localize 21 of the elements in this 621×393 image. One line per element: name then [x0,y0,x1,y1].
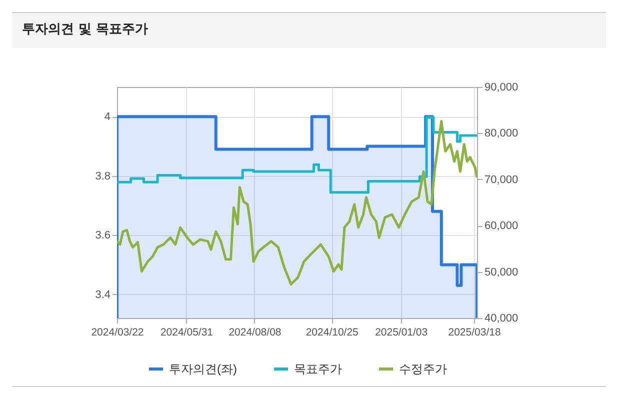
y2-tick-label: 80,000 [484,128,518,140]
y-tick-label: 3.6 [95,230,110,242]
y2-tick-label: 70,000 [484,174,518,186]
x-tick-label: 2025/03/18 [448,326,501,338]
y2-tick-label: 40,000 [484,312,518,324]
chart-title: 투자의견 및 목표주가 [12,12,606,48]
y-tick-label: 4 [104,111,110,124]
x-tick-label: 2025/01/03 [375,326,428,338]
x-tick-label: 2024/10/25 [306,326,359,338]
y2-tick-label: 60,000 [484,220,518,232]
y-tick-label: 3.8 [95,170,110,182]
y2-tick-label: 90,000 [484,82,518,94]
x-tick-label: 2024/03/22 [91,326,144,338]
x-tick-label: 2024/08/08 [228,326,282,338]
line-series [117,120,477,286]
legend-label: 투자의견(좌) [169,362,237,376]
legend-label: 수정주가 [399,362,447,376]
x-tick-label: 2024/05/31 [160,326,214,338]
legend-label: 목표주가 [294,362,342,376]
y-tick-label: 3.4 [95,288,110,301]
y2-tick-label: 50,000 [484,266,518,278]
